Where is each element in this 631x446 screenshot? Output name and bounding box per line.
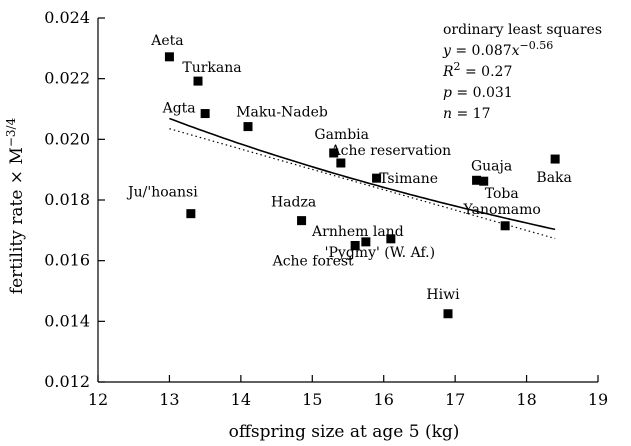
x-tick-label: 13 [159,390,179,409]
data-point [479,176,489,186]
point-label: Toba [485,186,519,202]
data-point [500,221,510,231]
stats-eq-x: x [512,43,520,59]
stats-eq-mid: = 0.087 [451,43,512,59]
data-point [550,154,560,164]
fit-lines-group [169,117,556,240]
point-label: Guaja [471,158,512,174]
stats-eq-exponent: −0.56 [520,39,554,52]
stats-n-value: = 17 [452,106,490,122]
data-point [386,234,396,244]
point-label: Yanomamo [463,202,541,218]
y-tick-label: 0.024 [44,8,90,27]
x-tick-label: 12 [88,390,108,409]
data-point [200,109,210,119]
point-labels-group: Aeta Turkana Agta Maku-Nadeb Ju/'hoansi Gambi… [126,33,572,303]
data-points-group [164,52,560,319]
power-fit-line [169,117,556,231]
data-point [443,309,453,319]
data-point [336,158,346,168]
point-label: Ache forest [272,254,354,270]
data-point [329,148,339,158]
point-label: Agta [162,101,196,117]
stats-p-symbol: p [443,85,452,101]
point-label: Tsimane [379,171,438,187]
y-tick-label: 0.012 [44,372,90,391]
stats-n: n = 17 [443,106,490,122]
data-point [186,209,196,219]
stats-n-symbol: n [443,106,452,122]
point-label: Hadza [271,195,316,211]
x-tick-label: 15 [302,390,322,409]
point-label: Gambia [314,127,369,143]
stats-method: ordinary least squares [443,22,602,38]
point-label: Maku-Nadeb [236,105,328,121]
point-label: Ache reservation [330,143,452,159]
x-tick-label: 16 [374,390,394,409]
stats-r2-exp: 2 [454,60,461,73]
y-axis-title-main: fertility rate × M [7,147,27,294]
stats-equation: y = 0.087x−0.56 [442,39,553,59]
y-tick-label: 0.020 [44,129,90,148]
stats-annotation: ordinary least squares y = 0.087x−0.56 R… [442,22,602,122]
data-point [193,76,203,86]
data-point [361,237,371,247]
stats-r2: R2 = 0.27 [442,60,512,80]
y-tick-label: 0.018 [44,190,90,209]
x-tick-label: 17 [445,390,465,409]
point-label: Hiwi [426,287,460,303]
stats-eq-y: y [442,43,452,59]
point-label: 'Pygmy' (W. Af.) [325,245,435,261]
axes-group: 12 13 14 15 16 17 18 19 0.012 0.014 0.016 0.018 0.02… [44,8,608,409]
data-point [164,52,174,62]
data-point [243,122,253,132]
x-axis-title: offspring size at age 5 (kg) [229,422,460,442]
y-tick-label: 0.016 [44,251,90,270]
y-axis-title: fertility rate × M−3/4 [4,117,27,294]
stats-p: p = 0.031 [443,85,513,101]
y-tick-label: 0.014 [44,311,90,330]
point-label: Ju/'hoansi [126,185,198,201]
x-tick-label: 14 [231,390,251,409]
x-tick-label: 18 [516,390,536,409]
x-tick-label: 19 [588,390,608,409]
linear-fit-line [169,128,556,240]
point-label: Aeta [150,33,183,49]
y-axis-title-exponent: −3/4 [4,117,18,147]
stats-r2-symbol: R [442,64,454,80]
data-point [350,241,360,250]
data-point [472,175,482,185]
point-label: Baka [536,170,571,186]
stats-p-value: = 0.031 [452,85,513,101]
y-tick-label: 0.022 [44,69,90,88]
data-point [372,173,382,183]
point-label: Turkana [182,60,241,76]
stats-r2-value: = 0.27 [461,64,513,80]
data-point [297,216,307,226]
point-label: Arnhem land [311,224,404,240]
